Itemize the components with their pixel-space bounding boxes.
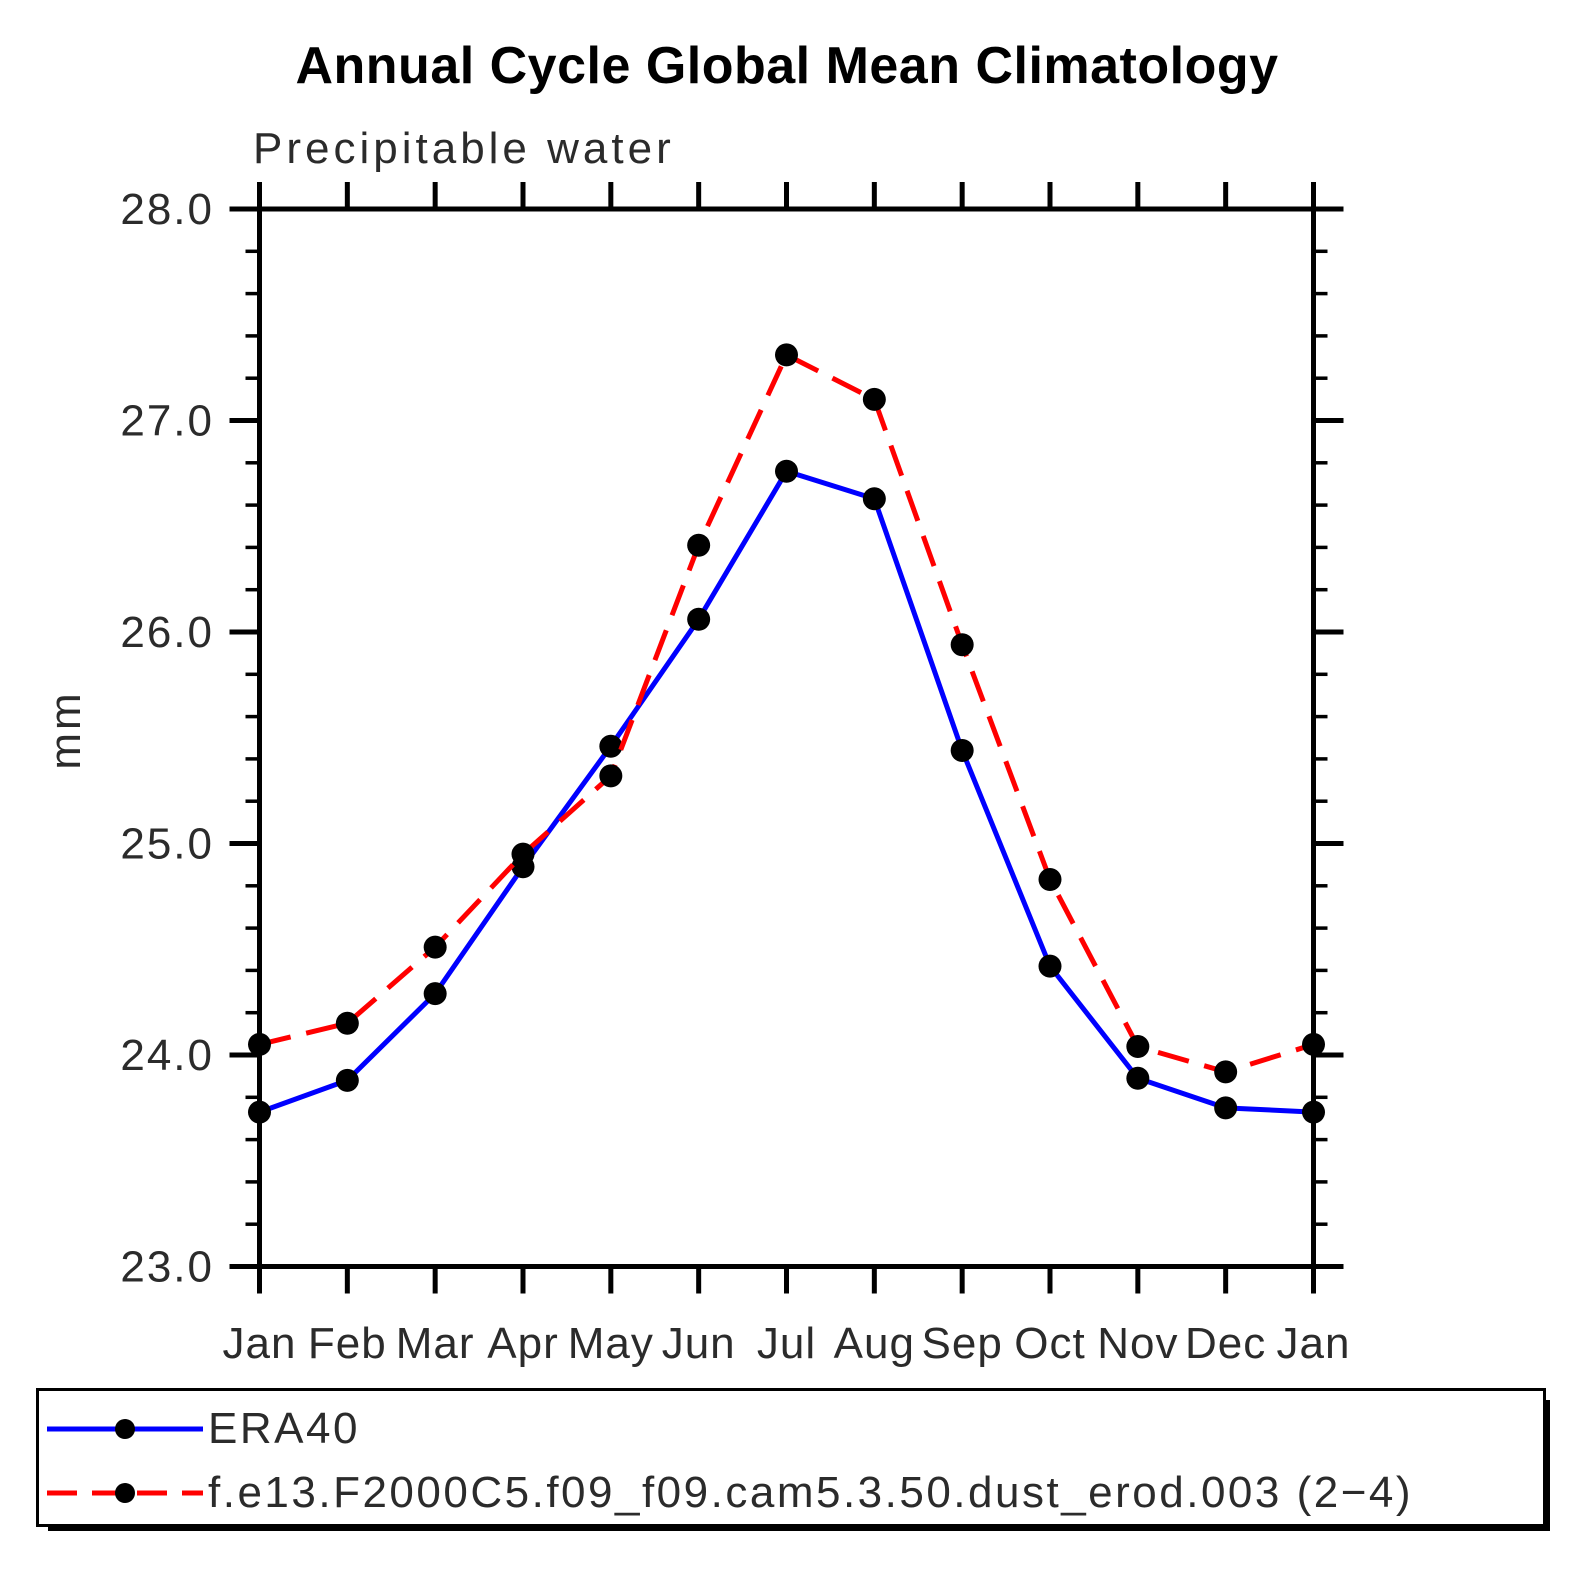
- legend: ERA40 f.e13.F2000C5.f09_f09.cam5.3.50.du…: [36, 1388, 1546, 1527]
- y-tick-label: 24.0: [120, 1031, 214, 1080]
- data-point-marker: [775, 343, 798, 367]
- y-axis: 23.0 24.0 25.0 26.0 27.0 28.0: [120, 185, 1344, 1292]
- x-tick-label: Feb: [308, 1319, 387, 1368]
- x-tick-label: Aug: [834, 1319, 915, 1368]
- x-tick-label: Dec: [1185, 1319, 1266, 1368]
- annual-cycle-line-chart: Jan Feb Mar Apr May Jun Jul Aug Sep Oct Nov Dec Jan2…: [120, 182, 1351, 1368]
- x-tick-label: Nov: [1097, 1319, 1178, 1368]
- series-era40: [248, 459, 1325, 1124]
- data-point-marker: [335, 1068, 359, 1092]
- data-point-marker: [687, 607, 711, 631]
- legend-label-era40: ERA40: [208, 1404, 360, 1453]
- x-tick-label: Sep: [922, 1319, 1003, 1368]
- data-point-marker: [1302, 1032, 1325, 1056]
- data-point-marker: [1214, 1096, 1238, 1120]
- data-point-marker: [1038, 867, 1062, 891]
- data-point-marker: [599, 734, 623, 758]
- chart-subtitle: Precipitable water: [253, 124, 675, 173]
- data-point-marker: [775, 459, 798, 483]
- x-tick-label: May: [568, 1319, 654, 1368]
- data-point-marker: [687, 533, 711, 557]
- y-tick-label: 28.0: [120, 185, 214, 234]
- data-point-marker: [423, 935, 447, 959]
- y-tick-label: 25.0: [120, 820, 214, 869]
- data-point-marker: [1302, 1100, 1325, 1124]
- data-point-marker: [862, 387, 886, 411]
- legend-item-era40: ERA40: [45, 1404, 360, 1453]
- data-point-marker: [950, 633, 974, 657]
- legend-sample-line-solid: [47, 1419, 203, 1439]
- data-point-marker: [1126, 1035, 1150, 1059]
- legend-sample-line-dashed: [47, 1483, 203, 1503]
- data-point-marker: [1038, 954, 1062, 978]
- y-tick-label: 26.0: [120, 608, 214, 657]
- data-point-marker: [248, 1032, 271, 1056]
- x-tick-label: Jan: [1277, 1319, 1351, 1368]
- x-tick-label: Apr: [487, 1319, 558, 1368]
- y-tick-label: 23.0: [120, 1243, 214, 1292]
- x-tick-label: Oct: [1014, 1319, 1085, 1368]
- legend-item-model: f.e13.F2000C5.f09_f09.cam5.3.50.dust_ero…: [45, 1468, 1414, 1517]
- data-point-marker: [248, 1100, 271, 1124]
- legend-marker-dot: [115, 1419, 135, 1439]
- x-tick-label: Jul: [757, 1319, 816, 1368]
- x-axis: Jan Feb Mar Apr May Jun Jul Aug Sep Oct Nov Dec Jan: [223, 182, 1351, 1368]
- x-tick-label: Mar: [396, 1319, 475, 1368]
- data-point-marker: [862, 487, 886, 511]
- x-tick-label: Jan: [223, 1319, 297, 1368]
- data-point-marker: [335, 1011, 359, 1035]
- x-tick-label: Jun: [662, 1319, 736, 1368]
- chart-title: Annual Cycle Global Mean Climatology: [295, 37, 1279, 95]
- legend-label-model: f.e13.F2000C5.f09_f09.cam5.3.50.dust_ero…: [208, 1468, 1414, 1517]
- legend-marker-dot: [115, 1483, 135, 1503]
- data-point-marker: [599, 764, 623, 788]
- data-point-marker: [950, 738, 974, 762]
- data-point-marker: [511, 842, 535, 866]
- series-line: [258, 468, 1314, 1115]
- data-point-marker: [423, 982, 447, 1006]
- data-point-marker: [1214, 1060, 1238, 1084]
- y-tick-label: 27.0: [120, 397, 214, 446]
- series-model: [248, 343, 1325, 1084]
- data-point-marker: [1126, 1066, 1150, 1090]
